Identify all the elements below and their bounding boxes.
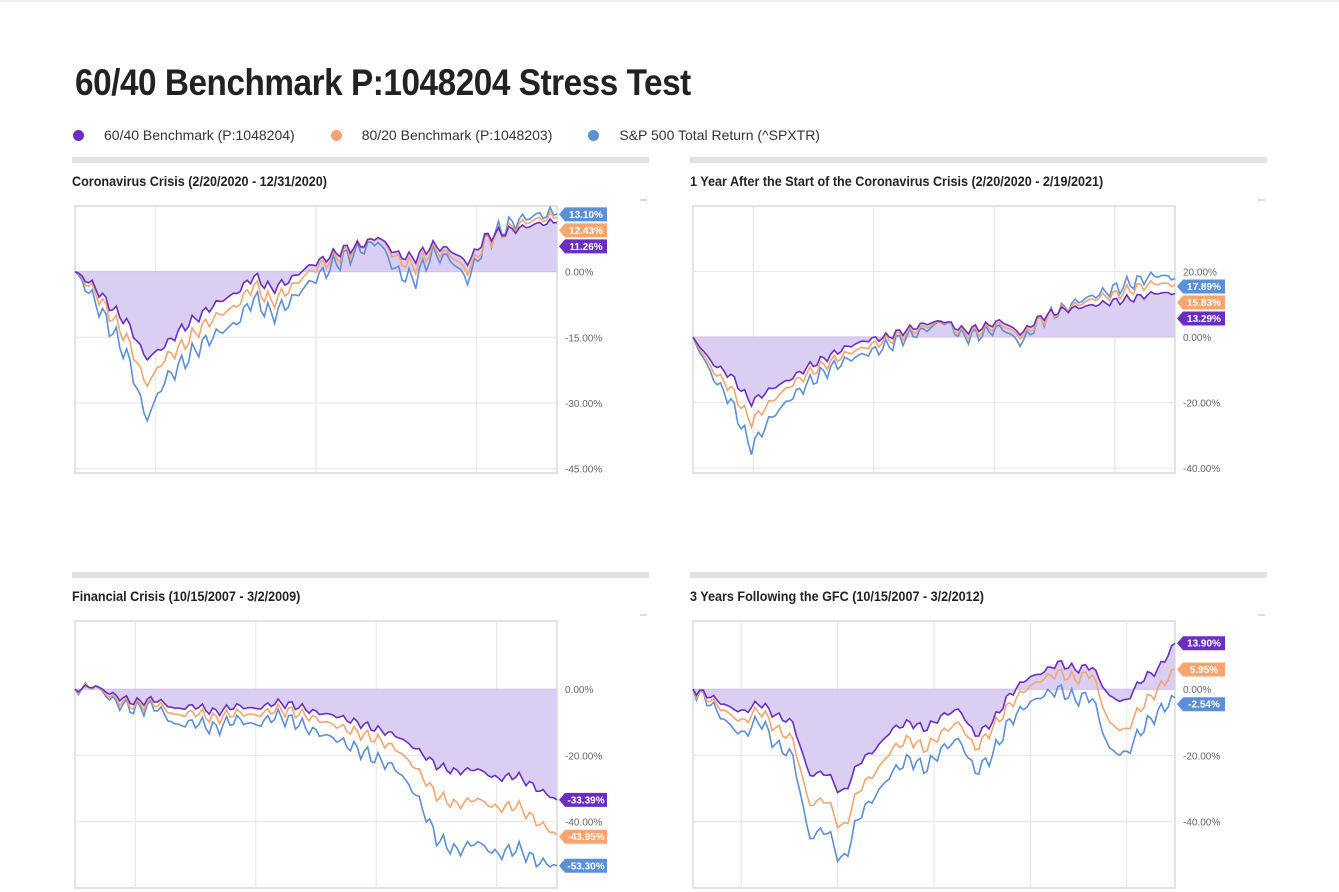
end-value-label: 13.29% (1187, 314, 1221, 325)
y-tick-label: -15.00% (565, 333, 602, 344)
end-value-tag-shape (559, 207, 607, 222)
chart-menu-handle[interactable] (1258, 199, 1265, 201)
legend-item-sp500[interactable]: S&P 500 Total Return (^SPXTR) (588, 127, 820, 143)
y-tick-label: -30.00% (565, 399, 602, 410)
y-tick-label: -40.00% (565, 818, 602, 829)
series-line-1 (74, 217, 558, 362)
end-value-tag-shape (559, 223, 607, 238)
y-tick-label: 0.00% (565, 268, 593, 279)
chart-menu-handle[interactable] (1258, 614, 1265, 616)
end-value-tag: 11.26% (559, 239, 607, 254)
series-line-2 (692, 668, 1176, 829)
fill-area-60-40 (693, 291, 1175, 407)
legend-dot (588, 129, 600, 141)
legend-label: 60/40 Benchmark (P:1048204) (104, 127, 295, 143)
end-value-label: 11.26% (569, 242, 602, 253)
legend: 60/40 Benchmark (P:1048204) 80/20 Benchm… (73, 127, 856, 143)
end-value-label: -43.95% (567, 832, 604, 843)
series-line-3 (74, 681, 558, 869)
end-value-tag: -33.39% (559, 792, 607, 807)
end-value-label: 15.83% (1187, 298, 1221, 309)
series-line-1 (692, 290, 1176, 409)
end-value-tag-shape (1177, 279, 1225, 294)
panel-header-bar (72, 572, 649, 578)
y-tick-label: 0.00% (1183, 333, 1211, 344)
end-value-tag: 13.90% (1177, 636, 1225, 651)
end-value-label: -2.54% (1188, 700, 1220, 711)
legend-label: 80/20 Benchmark (P:1048203) (361, 127, 553, 143)
end-value-tag: 12.43% (559, 223, 607, 238)
top-divider (0, 0, 1339, 2)
end-value-label: 12.43% (569, 226, 603, 237)
y-tick-label: -40.00% (1183, 464, 1220, 475)
end-value-tag: 15.83% (1177, 295, 1225, 310)
chart-menu-handle[interactable] (640, 199, 647, 201)
y-tick-label: -20.00% (565, 751, 602, 762)
end-value-tag-shape (1177, 697, 1225, 712)
end-value-label: 13.10% (569, 210, 603, 221)
chart-panel-1: Coronavirus Crisis (2/20/2020 - 12/31/20… (72, 157, 649, 477)
end-value-label: -53.30% (567, 861, 604, 872)
legend-dot (73, 129, 84, 141)
series-line-2 (692, 279, 1176, 430)
legend-item-80-20[interactable]: 80/20 Benchmark (P:1048203) (330, 127, 553, 143)
end-value-tag: 17.89% (1177, 279, 1225, 294)
series-line-2 (74, 210, 558, 388)
chart-2: 20.00% 0.00% -20.00% -40.00% 17.89% 15.83% 13.… (692, 205, 1225, 475)
end-value-tag-shape (1177, 311, 1225, 326)
chart-title: Financial Crisis (10/15/2007 - 3/2/2009) (72, 588, 301, 604)
chart-panel-3: Financial Crisis (10/15/2007 - 3/2/2009)… (72, 572, 649, 892)
fill-area-60-40 (693, 643, 1175, 793)
end-value-tag: 5.95% (1177, 662, 1225, 677)
legend-label: S&P 500 Total Return (^SPXTR) (619, 127, 820, 143)
y-tick-label: 0.00% (565, 685, 593, 696)
end-value-tag-shape (559, 829, 607, 844)
chart-1: 0.00% -15.00% -30.00% -45.00% 13.10% 12.43% 11… (74, 205, 607, 476)
series-line-3 (692, 270, 1176, 455)
series-line-3 (74, 205, 558, 424)
y-tick-label: -40.00% (1183, 818, 1220, 829)
chart-3: 0.00% -20.00% -40.00% -33.39% -43.95% -53.30% (74, 620, 607, 889)
end-value-tag-shape (1177, 662, 1225, 677)
y-tick-label: -20.00% (1183, 399, 1220, 410)
y-tick-label: 0.00% (1183, 685, 1211, 696)
page-title: 60/40 Benchmark P:1048204 Stress Test (75, 62, 691, 103)
chart-4: 0.00% -20.00% -40.00% 13.90% 5.95% -2.54% (692, 620, 1225, 889)
end-value-label: 13.90% (1187, 639, 1221, 650)
end-value-tag: -2.54% (1177, 697, 1225, 712)
end-value-label: 5.95% (1190, 665, 1218, 676)
end-value-tag: 13.10% (559, 207, 607, 222)
end-value-tag-shape (1177, 636, 1225, 651)
end-value-tag-shape (559, 792, 607, 807)
legend-dot (330, 129, 342, 141)
chart-panel-2: 1 Year After the Start of the Coronaviru… (690, 157, 1267, 477)
chart-title: 1 Year After the Start of the Coronaviru… (690, 173, 1104, 189)
series-line-1 (74, 683, 558, 801)
y-tick-label: -20.00% (1183, 751, 1220, 762)
series-line-2 (74, 682, 558, 836)
y-tick-label: 20.00% (1183, 268, 1217, 279)
panel-header-bar (690, 572, 1267, 578)
series-line-3 (692, 684, 1176, 864)
panel-header-bar (690, 157, 1267, 163)
chart-title: 3 Years Following the GFC (10/15/2007 - … (690, 588, 984, 604)
end-value-label: 17.89% (1187, 282, 1221, 293)
panel-header-bar (72, 157, 649, 163)
end-value-tag-shape (559, 239, 607, 254)
end-value-tag: -43.95% (559, 829, 607, 844)
fill-area-60-40 (75, 685, 557, 800)
y-tick-label: -45.00% (565, 465, 602, 476)
legend-item-60-40[interactable]: 60/40 Benchmark (P:1048204) (73, 127, 295, 143)
end-value-tag-shape (1177, 295, 1225, 310)
end-value-tag: 13.29% (1177, 311, 1225, 326)
end-value-tag: -53.30% (559, 858, 607, 873)
chart-title: Coronavirus Crisis (2/20/2020 - 12/31/20… (72, 173, 327, 189)
chart-panel-4: 3 Years Following the GFC (10/15/2007 - … (690, 572, 1267, 892)
chart-menu-handle[interactable] (640, 614, 647, 616)
end-value-label: -33.39% (567, 795, 604, 806)
series-line-1 (692, 642, 1176, 794)
